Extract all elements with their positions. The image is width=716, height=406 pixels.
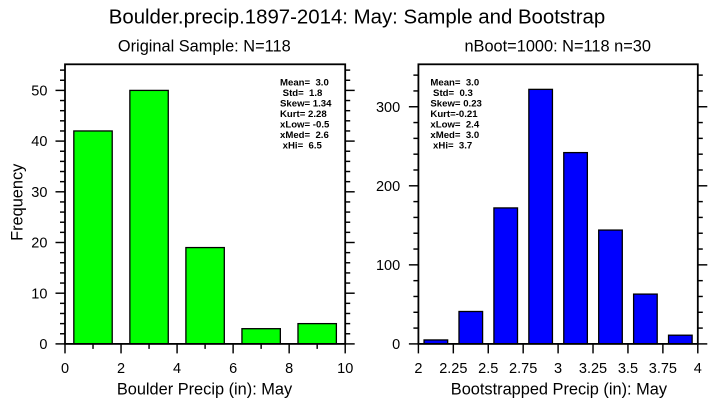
svg-text:0: 0 — [61, 361, 69, 377]
svg-text:Original Sample: N=118: Original Sample: N=118 — [118, 37, 291, 55]
svg-text:10: 10 — [337, 361, 353, 377]
svg-text:2: 2 — [117, 361, 125, 377]
svg-text:30: 30 — [31, 185, 47, 201]
svg-text:Std= 1.8: Std= 1.8 — [280, 88, 323, 99]
svg-text:50: 50 — [31, 84, 47, 100]
svg-text:0: 0 — [392, 337, 400, 353]
svg-text:40: 40 — [31, 134, 47, 150]
svg-text:2.5: 2.5 — [478, 361, 498, 377]
svg-text:xLow= 2.4: xLow= 2.4 — [430, 120, 479, 131]
svg-text:xHi= 6.5: xHi= 6.5 — [280, 141, 323, 152]
svg-text:2: 2 — [414, 361, 422, 377]
svg-text:xHi= 3.7: xHi= 3.7 — [430, 141, 472, 152]
svg-text:3.5: 3.5 — [618, 361, 638, 377]
svg-text:Skew= 1.34: Skew= 1.34 — [280, 98, 332, 109]
svg-text:Kurt= 2.28: Kurt= 2.28 — [280, 109, 327, 120]
svg-text:Boulder.precip.1897-2014: May:: Boulder.precip.1897-2014: May: Sample an… — [109, 6, 605, 28]
svg-text:3: 3 — [554, 361, 562, 377]
svg-text:100: 100 — [376, 258, 400, 274]
svg-text:2.75: 2.75 — [509, 361, 537, 377]
svg-text:Boulder Precip (in): May: Boulder Precip (in): May — [117, 380, 293, 398]
svg-text:200: 200 — [376, 179, 400, 195]
svg-text:300: 300 — [376, 100, 400, 116]
svg-text:Skew= 0.23: Skew= 0.23 — [430, 98, 481, 109]
svg-text:20: 20 — [31, 236, 47, 252]
svg-text:Kurt=-0.21: Kurt=-0.21 — [430, 109, 478, 120]
svg-text:10: 10 — [31, 286, 47, 302]
svg-text:8: 8 — [285, 361, 293, 377]
svg-text:xMed= 3.0: xMed= 3.0 — [430, 130, 479, 141]
svg-text:Bootstrapped Precip (in): May: Bootstrapped Precip (in): May — [451, 380, 668, 398]
svg-text:6: 6 — [229, 361, 237, 377]
svg-text:xLow= -0.5: xLow= -0.5 — [280, 120, 330, 131]
svg-text:Frequency: Frequency — [9, 163, 27, 241]
svg-text:nBoot=1000: N=118 n=30: nBoot=1000: N=118 n=30 — [464, 37, 650, 55]
svg-text:Mean= 3.0: Mean= 3.0 — [430, 77, 479, 88]
svg-text:3.75: 3.75 — [649, 361, 677, 377]
svg-text:Mean= 3.0: Mean= 3.0 — [280, 77, 329, 88]
svg-text:Std= 0.3: Std= 0.3 — [430, 88, 472, 99]
svg-text:xMed= 2.6: xMed= 2.6 — [280, 130, 329, 141]
svg-text:3.25: 3.25 — [579, 361, 607, 377]
svg-text:0: 0 — [39, 337, 47, 353]
svg-text:4: 4 — [694, 361, 702, 377]
svg-text:2.25: 2.25 — [439, 361, 467, 377]
svg-text:4: 4 — [173, 361, 181, 377]
